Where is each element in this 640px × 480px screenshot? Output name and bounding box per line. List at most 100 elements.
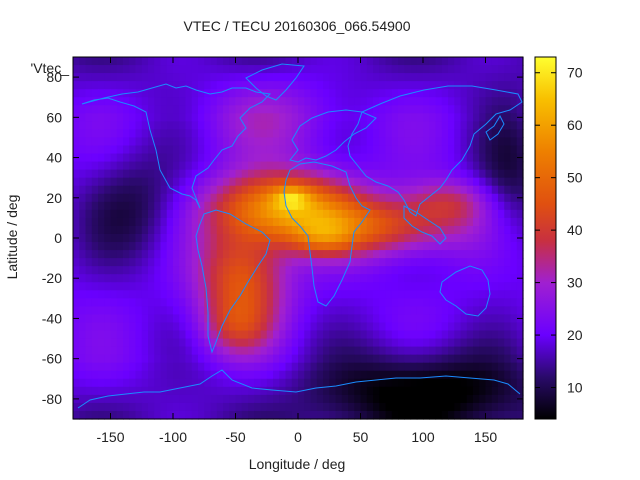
heatmap-cell [498, 225, 505, 235]
heatmap-cell [316, 129, 324, 139]
heatmap-cell [98, 169, 105, 179]
heatmap-cell [85, 81, 93, 90]
heatmap-cell [129, 97, 137, 106]
heatmap-cell [354, 65, 362, 74]
heatmap-cell [516, 169, 524, 179]
heatmap-cell [360, 402, 368, 412]
heatmap-cell [135, 209, 143, 219]
heatmap-cell [210, 338, 218, 348]
heatmap-cell [185, 402, 193, 412]
heatmap-cell [104, 57, 112, 66]
heatmap-cell [479, 129, 487, 139]
heatmap-cell [210, 386, 218, 396]
heatmap-cell [285, 145, 293, 155]
heatmap-cell [110, 394, 118, 404]
heatmap-cell [116, 65, 124, 74]
heatmap-cell [391, 233, 399, 243]
heatmap-cell [398, 394, 405, 404]
heatmap-cell [148, 105, 155, 114]
heatmap-cell [241, 137, 249, 147]
heatmap-cell [166, 330, 174, 340]
heatmap-cell [448, 73, 455, 82]
heatmap-cell [304, 113, 312, 122]
heatmap-cell [473, 185, 480, 195]
heatmap-cell [85, 290, 93, 299]
heatmap-cell [423, 121, 430, 130]
heatmap-cell [441, 177, 449, 187]
heatmap-cell [441, 201, 449, 211]
heatmap-cell [454, 242, 462, 251]
heatmap-cell [210, 209, 218, 219]
heatmap-cell [191, 354, 199, 364]
heatmap-cell [285, 217, 293, 227]
heatmap-cell [285, 225, 293, 235]
heatmap-cell [466, 57, 474, 66]
heatmap-cell [135, 201, 143, 211]
heatmap-cell [329, 410, 337, 420]
heatmap-cell [398, 410, 405, 420]
heatmap-cell [85, 410, 93, 420]
heatmap-cell [404, 338, 412, 348]
heatmap-cell [216, 354, 224, 364]
heatmap-cell [460, 242, 468, 251]
heatmap-cell [254, 266, 262, 275]
heatmap-cell [485, 185, 493, 195]
heatmap-cell [498, 105, 505, 114]
heatmap-cell [154, 362, 162, 372]
heatmap-cell [279, 274, 287, 283]
heatmap-cell [260, 290, 268, 299]
heatmap-cell [98, 153, 105, 163]
heatmap-cell [416, 81, 424, 90]
heatmap-cell [173, 378, 180, 388]
heatmap-cell [379, 57, 387, 66]
heatmap-cell [248, 258, 255, 267]
heatmap-cell [254, 322, 262, 332]
heatmap-cell [279, 298, 287, 307]
heatmap-cell [479, 370, 487, 380]
heatmap-cell [135, 121, 143, 130]
heatmap-cell [235, 153, 243, 163]
heatmap-cell [123, 338, 130, 348]
heatmap-cell [254, 290, 262, 299]
heatmap-cell [110, 258, 118, 267]
heatmap-cell [79, 394, 87, 404]
heatmap-cell [423, 73, 430, 82]
heatmap-cell [285, 266, 293, 275]
heatmap-cell [198, 177, 205, 187]
heatmap-cell [348, 113, 355, 122]
heatmap-cell [148, 314, 155, 324]
heatmap-cell [466, 97, 474, 106]
heatmap-cell [448, 81, 455, 90]
heatmap-cell [223, 354, 230, 364]
heatmap-cell [360, 370, 368, 380]
heatmap-cell [229, 233, 237, 243]
heatmap-cell [354, 193, 362, 203]
heatmap-cell [466, 81, 474, 90]
heatmap-cell [148, 274, 155, 283]
heatmap-cell [435, 81, 443, 90]
heatmap-cell [285, 113, 293, 122]
heatmap-cell [248, 242, 255, 251]
heatmap-cell [454, 161, 462, 171]
heatmap-cell [329, 89, 337, 98]
heatmap-cell [173, 306, 180, 316]
heatmap-cell [85, 394, 93, 404]
heatmap-cell [460, 410, 468, 420]
heatmap-cell [416, 346, 424, 356]
heatmap-cell [398, 378, 405, 388]
heatmap-cell [510, 137, 518, 147]
heatmap-cell [179, 169, 187, 179]
heatmap-cell [435, 370, 443, 380]
heatmap-cell [266, 113, 274, 122]
heatmap-cell [291, 89, 299, 98]
heatmap-cell [179, 330, 187, 340]
heatmap-cell [266, 169, 274, 179]
heatmap-cell [410, 314, 418, 324]
heatmap-cell [223, 314, 230, 324]
heatmap-cell [173, 145, 180, 155]
heatmap-cell [504, 338, 512, 348]
heatmap-cell [504, 282, 512, 291]
heatmap-cell [410, 153, 418, 163]
heatmap-cell [416, 129, 424, 139]
heatmap-cell [366, 201, 374, 211]
